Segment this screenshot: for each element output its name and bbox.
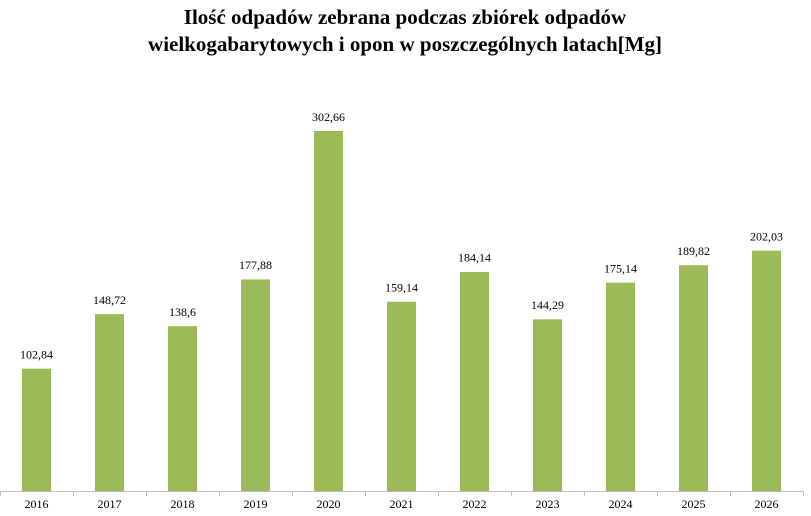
value-label: 102,84 bbox=[20, 347, 53, 361]
chart-title: wielkogabarytowych i opon w poszczególny… bbox=[148, 32, 662, 56]
x-tick-label: 2026 bbox=[755, 497, 779, 511]
x-tick-label: 2025 bbox=[682, 497, 706, 511]
x-tick-label: 2022 bbox=[463, 497, 487, 511]
x-tick-label: 2024 bbox=[609, 497, 633, 511]
bar bbox=[460, 271, 489, 491]
bar bbox=[95, 314, 124, 491]
bar bbox=[168, 326, 197, 491]
bar bbox=[533, 319, 562, 491]
chart-title: Ilość odpadów zebrana podczas zbiórek od… bbox=[184, 5, 627, 29]
value-label: 202,03 bbox=[750, 229, 783, 243]
bar bbox=[241, 279, 270, 491]
value-label: 159,14 bbox=[385, 280, 418, 294]
value-label: 189,82 bbox=[677, 244, 710, 258]
x-tick-label: 2018 bbox=[171, 497, 195, 511]
x-tick-label: 2021 bbox=[390, 497, 414, 511]
value-label: 177,88 bbox=[239, 258, 272, 272]
bar bbox=[679, 265, 708, 491]
value-label: 184,14 bbox=[458, 251, 491, 265]
value-label: 138,6 bbox=[169, 305, 196, 319]
x-tick-label: 2017 bbox=[98, 497, 122, 511]
value-label: 144,29 bbox=[531, 298, 564, 312]
bar bbox=[606, 282, 635, 491]
x-tick-label: 2019 bbox=[244, 497, 268, 511]
value-label: 302,66 bbox=[312, 110, 345, 124]
x-tick-label: 2020 bbox=[317, 497, 341, 511]
value-label: 148,72 bbox=[93, 293, 126, 307]
bar bbox=[752, 250, 781, 491]
x-tick-label: 2023 bbox=[536, 497, 560, 511]
bar bbox=[22, 368, 51, 491]
bar bbox=[387, 301, 416, 491]
bar bbox=[314, 131, 343, 491]
value-label: 175,14 bbox=[604, 261, 637, 275]
x-tick-label: 2016 bbox=[25, 497, 49, 511]
